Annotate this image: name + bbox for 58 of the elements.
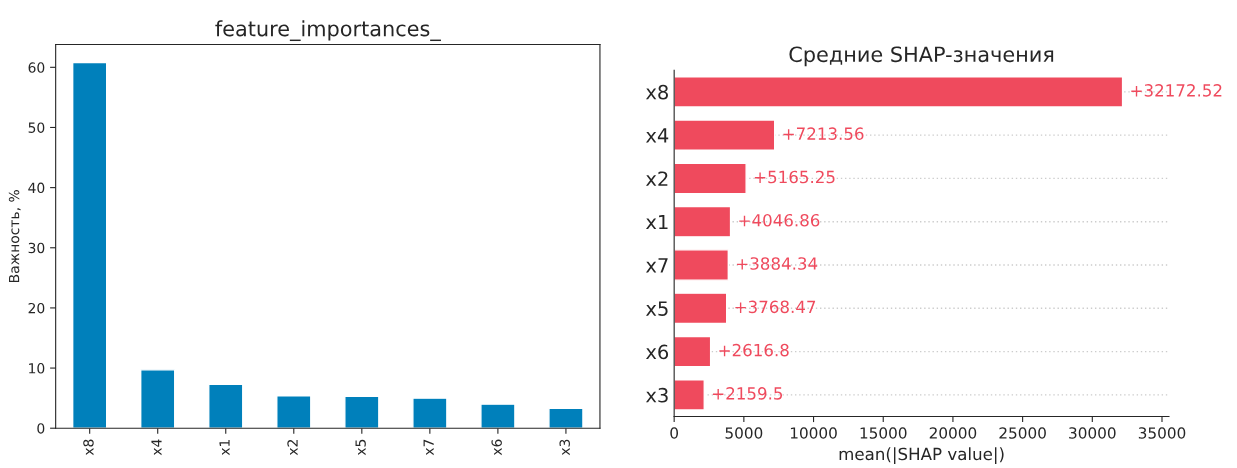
y-tick-label: x5	[645, 301, 668, 316]
y-tick-label: 40	[28, 182, 45, 194]
bar	[674, 335, 712, 368]
x-tick-label: 20000	[929, 427, 977, 439]
bar	[674, 292, 728, 325]
bar	[674, 379, 705, 411]
bar	[548, 407, 584, 429]
y-tick-label: x1	[645, 214, 668, 230]
y-tick-label: 60	[28, 62, 45, 73]
bar	[208, 383, 244, 429]
x-tick-label: x7	[423, 439, 434, 456]
y-tick-label: x3	[645, 387, 668, 403]
x-tick-label: 35000	[1138, 427, 1186, 439]
y-tick-label: x7	[645, 258, 668, 273]
x-tick-label: 15000	[860, 427, 907, 439]
data-label: +5165.25	[754, 170, 835, 184]
x-tick-label: x6	[491, 439, 502, 456]
y-tick-label: 50	[28, 122, 45, 133]
bar	[71, 61, 108, 429]
x-tick-label: x3	[559, 439, 570, 456]
bar	[674, 75, 1124, 108]
data-label: +3884.34	[737, 257, 818, 270]
data-label: +2159.5	[712, 387, 783, 400]
x-tick-label: x2	[287, 440, 298, 456]
data-label: +3768.47	[735, 300, 816, 314]
x-axis-title: mean(|SHAP value|)	[839, 447, 1004, 464]
x-tick-label: 30000	[1069, 427, 1116, 439]
y-tick-label: x6	[645, 344, 669, 360]
data-label: +7213.56	[783, 127, 864, 140]
y-tick-label: x2	[645, 171, 668, 186]
y-tick-label: 10	[29, 363, 45, 374]
bar	[674, 119, 776, 151]
chart-title: feature_importances_	[215, 20, 441, 42]
bar	[276, 395, 312, 429]
x-tick-label: 10000	[790, 427, 837, 439]
x-tick-label: 25000	[999, 427, 1046, 439]
y-axis-title: Важность, %	[8, 190, 21, 283]
y-tick-label: 30	[28, 242, 45, 254]
x-tick-label: x4	[151, 439, 162, 456]
bar	[674, 162, 747, 195]
data-label: +2616.8	[719, 343, 789, 357]
y-tick-label: x4	[645, 128, 669, 143]
chart-title: Средние SHAP-значения	[789, 46, 1054, 67]
x-tick-label: x1	[219, 439, 230, 456]
y-tick-label: 20	[28, 302, 45, 314]
bar	[344, 395, 380, 429]
bar	[674, 249, 730, 281]
bar	[480, 403, 516, 429]
bar	[412, 397, 448, 429]
x-tick-label: 5000	[725, 427, 763, 439]
data-label: +32172.52	[1131, 84, 1222, 97]
data-label: +4046.86	[739, 213, 820, 227]
bar	[140, 369, 176, 429]
x-tick-label: 0	[670, 427, 679, 439]
y-tick-label: x8	[645, 84, 668, 100]
x-tick-label: x8	[83, 439, 94, 456]
bar	[674, 205, 732, 238]
x-tick-label: x5	[355, 439, 366, 456]
